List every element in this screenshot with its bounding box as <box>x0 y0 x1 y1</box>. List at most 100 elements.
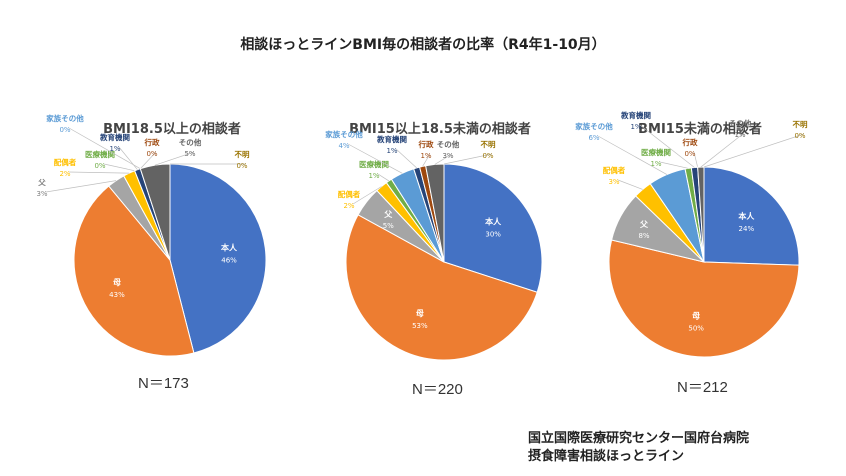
leader-line <box>118 146 138 170</box>
slice-value-label: 1% <box>386 147 397 155</box>
leader-line <box>347 143 403 174</box>
slice-value-label: 2% <box>59 170 70 178</box>
pie-title: BMI15未満の相談者 <box>638 121 762 137</box>
leader-line <box>700 132 745 168</box>
slice-label: 行政 <box>682 137 698 147</box>
slice-value-label: 4% <box>338 142 349 150</box>
leader-line <box>68 171 130 174</box>
pie-title: BMI15以上18.5未満の相談者 <box>349 121 531 137</box>
slice-value-label: 8% <box>638 232 649 240</box>
leader-line <box>103 163 135 172</box>
pie-slice-1 <box>608 239 800 358</box>
slice-value-label: 3% <box>36 190 47 198</box>
slice-value-label: 1% <box>368 172 379 180</box>
leader-line <box>659 161 689 169</box>
slice-label: 家族その他 <box>46 113 84 123</box>
pie-slice-1 <box>73 185 195 357</box>
leader-line <box>422 153 431 167</box>
leader-line <box>395 148 417 169</box>
slice-value-label: 6% <box>588 134 599 142</box>
pie-slice-0 <box>169 163 267 354</box>
slice-label: 行政 <box>144 137 160 147</box>
slice-label: 配偶者 <box>603 165 626 175</box>
leader-line <box>639 124 695 168</box>
slice-label: 配偶者 <box>54 157 77 167</box>
slice-label: 母 <box>416 309 424 318</box>
slice-value-label: 0% <box>94 162 105 170</box>
slice-label: 医療機関 <box>359 159 389 169</box>
leader-line <box>434 153 453 165</box>
pie-slice-1 <box>345 214 538 361</box>
slice-value-label: 0% <box>146 150 157 158</box>
pie-slice-8 <box>139 163 171 261</box>
slice-label: 医療機関 <box>641 147 671 157</box>
slice-value-label: 1% <box>650 160 661 168</box>
source-org-line-1: 国立国際医療研究センター国府台病院 <box>528 431 750 446</box>
slice-value-label: 2% <box>343 202 354 210</box>
leader-line <box>154 151 195 166</box>
slice-value-label: 46% <box>221 257 237 265</box>
slice-label: 不明 <box>793 120 808 129</box>
slice-value-label: 1% <box>109 145 120 153</box>
slice-label: 母 <box>113 278 121 287</box>
slice-label: その他 <box>437 139 460 149</box>
slice-label: 本人 <box>737 211 755 221</box>
slice-value-label: 0% <box>794 132 805 140</box>
chart-main-title: 相談ほっとラインBMI毎の相談者の比率（R4年1-10月） <box>240 37 606 53</box>
slice-value-label: 0% <box>482 152 493 160</box>
slice-label: 教育機関 <box>620 110 651 120</box>
slice-value-label: 0% <box>59 126 70 134</box>
slice-value-label: 1% <box>420 152 431 160</box>
slice-label: 家族その他 <box>575 121 613 131</box>
slice-value-label: 5% <box>184 150 195 158</box>
slice-label: 父 <box>639 220 649 229</box>
leader-line <box>693 151 698 168</box>
leader-line <box>377 173 390 182</box>
slice-label: 家族その他 <box>325 129 363 139</box>
slice-label: 本人 <box>484 216 502 226</box>
slice-label: 父 <box>37 178 46 187</box>
n-count-chart-2: N＝220 <box>412 381 463 398</box>
slice-label: その他 <box>179 137 202 147</box>
slice-label: 本人 <box>220 243 238 253</box>
n-count-chart-3: N＝212 <box>677 379 728 396</box>
slice-value-label: 24% <box>739 225 755 233</box>
slice-value-label: 3% <box>442 152 453 160</box>
slice-value-label: 1% <box>734 131 745 139</box>
slice-label: 不明 <box>481 140 496 149</box>
slice-value-label: 5% <box>383 222 394 230</box>
slice-label: 父 <box>383 210 393 219</box>
slice-label: その他 <box>729 118 752 128</box>
pie-slice-0 <box>443 163 543 293</box>
slice-value-label: 0% <box>684 150 695 158</box>
leader-line <box>443 153 493 165</box>
slice-value-label: 30% <box>485 230 501 238</box>
leader-line <box>597 135 668 175</box>
slice-label: 母 <box>692 311 700 320</box>
slice-value-label: 50% <box>688 324 704 332</box>
slice-value-label: 53% <box>412 322 428 330</box>
slice-label: 教育機関 <box>99 132 130 142</box>
leader-line <box>140 151 157 169</box>
leader-line <box>352 186 382 205</box>
slice-label: 行政 <box>418 139 434 149</box>
leader-line <box>617 179 643 190</box>
slice-label: 配偶者 <box>338 189 361 199</box>
leader-line <box>45 180 117 193</box>
leader-line <box>703 133 805 168</box>
slice-label: 不明 <box>235 150 250 159</box>
n-count-chart-1: N＝173 <box>138 375 189 392</box>
leader-line <box>68 127 141 170</box>
slice-value-label: 43% <box>109 291 125 299</box>
slice-label: 医療機関 <box>85 149 115 159</box>
source-org-line-2: 摂食障害相談ほっとライン <box>528 449 685 464</box>
pie-slice-0 <box>703 166 800 266</box>
slice-value-label: 3% <box>608 178 619 186</box>
slice-value-label: 1% <box>630 123 641 131</box>
pie-title: BMI18.5以上の相談者 <box>103 121 241 137</box>
slice-label: 教育機関 <box>376 134 407 144</box>
